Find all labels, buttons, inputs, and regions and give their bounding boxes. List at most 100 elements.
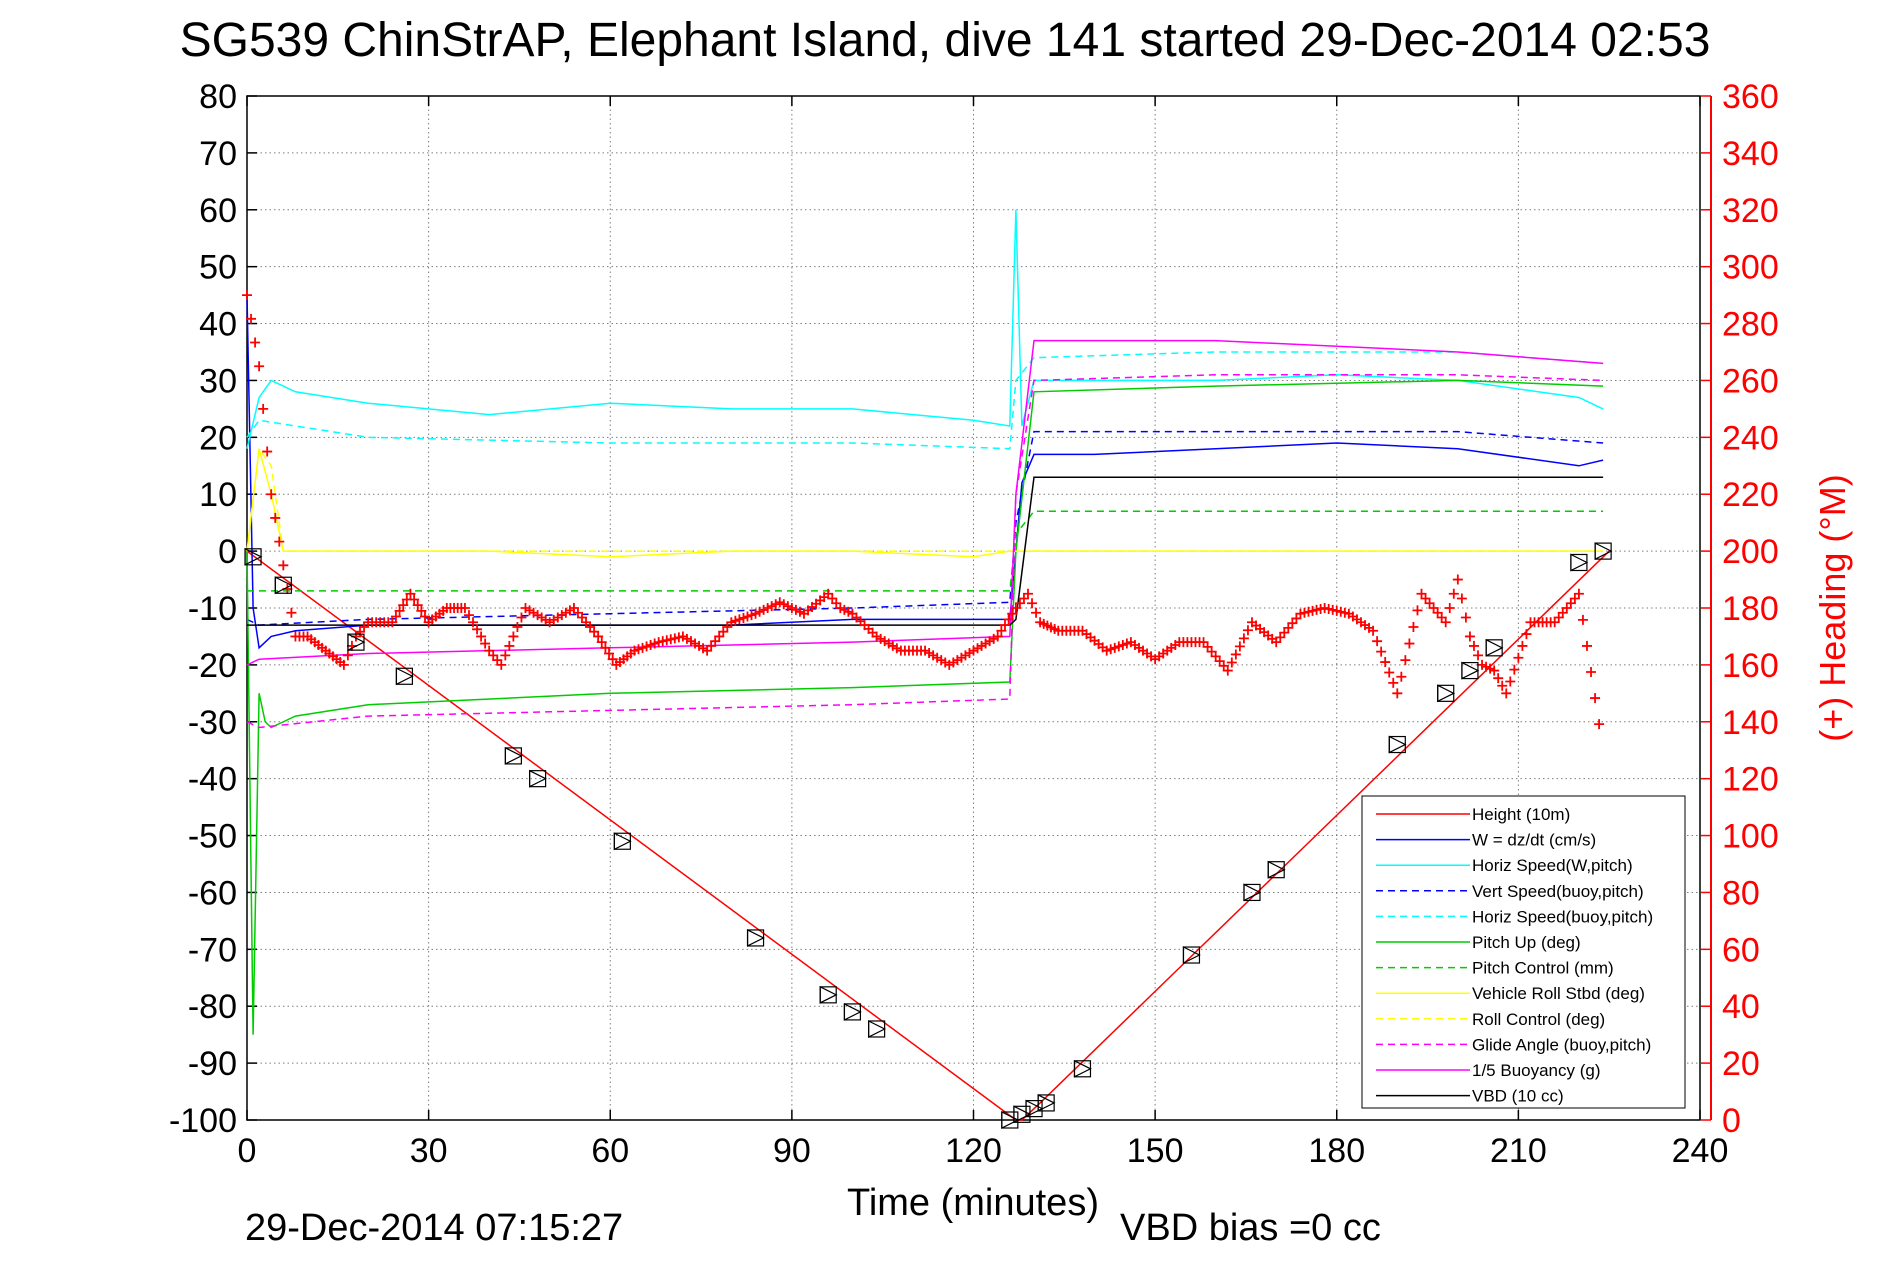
heading-point [996,625,1007,636]
y-right-tick-label: 280 [1722,306,1779,344]
marker-triangle [868,1020,886,1038]
legend-entry: Pitch Up (deg) [1472,933,1581,952]
marker-triangle [1570,553,1589,572]
heading-point [254,361,265,372]
marker-triangle [395,667,414,686]
marker-triangle [613,832,632,851]
x-axis: 0 30 60 90 120 150 180 210 240 [238,96,1728,1170]
heading-point [1460,612,1471,623]
y-tick-label: -60 [188,874,237,912]
y-tick-label: 0 [218,533,237,571]
heading-point [1581,640,1592,651]
y-tick-label: 70 [199,135,237,173]
marker-triangle [843,1002,862,1021]
heading-point [480,638,491,649]
heading-point [1573,588,1584,599]
heading-point [1444,603,1455,613]
heading-point [1509,664,1520,675]
heading-point [500,650,511,661]
heading-point [1007,608,1018,619]
legend: Height (10m) W = dz/dt (cm/s) Horiz Speed(… [1361,795,1686,1109]
series-line [246,295,1604,650]
marker-triangle [1182,946,1201,964]
heading-point [512,621,523,632]
marker-triangle [1037,1093,1056,1112]
marker-triangle [746,928,765,947]
series-line [246,446,1604,552]
heading-point [516,612,527,623]
marker-triangle [1461,661,1480,680]
heading-point [1400,655,1411,666]
heading-point [412,600,423,611]
x-tick-label: 210 [1490,1132,1547,1170]
y-right-tick-label: 260 [1722,362,1779,400]
heading-point [1493,673,1504,684]
y-tick-label: 30 [199,362,237,400]
heading-point [600,642,611,653]
heading-point [1376,646,1387,657]
x-tick-label: 0 [238,1132,257,1170]
heading-point [1027,598,1038,609]
heading-point [286,607,297,618]
heading-point [409,594,420,605]
legend-box [1361,795,1686,1109]
y-tick-label: 80 [199,78,237,116]
y-right-tick-label: 40 [1722,988,1760,1026]
heading-point [1003,614,1014,625]
y-right-tick-label: 240 [1722,419,1779,457]
series-lines [246,209,1610,1121]
legend-entry: 1/5 Buoyancy (g) [1472,1061,1601,1080]
heading-point [1517,640,1528,651]
heading-point [1372,636,1383,647]
heading-point [1586,667,1597,677]
marker-triangle [504,746,523,765]
heading-point [250,337,261,348]
x-axis-label: Time (minutes) [847,1182,1099,1224]
heading-point [476,631,487,642]
series-line [247,510,1604,592]
heading-point [278,560,289,571]
y-right-tick-label: 160 [1722,647,1779,685]
y-tick-label: -20 [188,647,237,685]
heading-point [1384,667,1395,678]
legend-entry: Horiz Speed(buoy,pitch) [1472,907,1653,926]
heading-point [1456,593,1467,604]
heading-point [246,313,257,324]
y-axis-left: 80 70 60 50 40 30 20 10 0 -10 -20 -30 -40 -50 -60 -70 -8… [169,78,257,1140]
series-line [247,476,1604,626]
heading-point [607,654,618,665]
heading-point [1521,629,1532,640]
chart-title: SG539 ChinStrAP, Elephant Island, dive 1… [180,14,1711,67]
marker-triangle [1013,1105,1032,1124]
heading-point [1501,688,1512,699]
y-tick-label: -40 [188,761,237,799]
legend-entry: W = dz/dt (cm/s) [1472,831,1596,850]
x-tick-label: 120 [945,1132,1002,1170]
marker-triangle [529,769,547,788]
heading-point [1234,641,1245,652]
y-tick-label: 50 [199,249,237,287]
series-line [246,351,1604,450]
heading-point [1440,617,1451,628]
marker-triangle [1485,638,1504,657]
heading-point [1396,671,1407,682]
heading-point [266,489,277,500]
heading-point [1404,638,1415,649]
footer-timestamp: 29-Dec-2014 07:15:27 [245,1207,623,1249]
heading-point [242,290,252,301]
heading-point [338,659,349,670]
heading-point [604,648,615,659]
y-tick-label: -80 [188,988,237,1026]
heading-point [1505,676,1516,687]
heading-point [1473,650,1484,661]
marker-triangle [1073,1059,1092,1078]
heading-point [405,588,416,599]
marker-triangle [1001,1111,1020,1129]
heading-point [504,640,515,651]
heading-point [1513,652,1524,663]
legend-entry: Height (10m) [1472,805,1570,824]
heading-point [398,600,409,611]
x-tick-label: 150 [1127,1132,1184,1170]
heading-point [262,446,273,457]
y-right-tick-label: 360 [1722,78,1779,116]
